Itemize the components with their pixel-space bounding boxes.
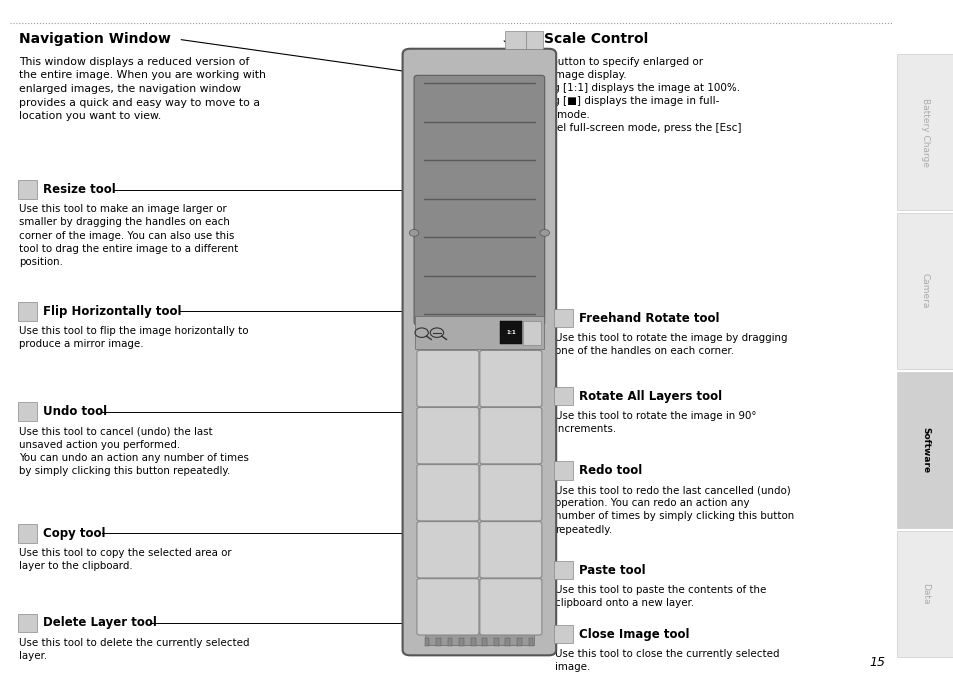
Text: Use this tool to redo the last cancelled (undo)
operation. You can redo an actio: Use this tool to redo the last cancelled… (555, 485, 794, 535)
Circle shape (409, 230, 418, 236)
Bar (424, 632, 534, 645)
Text: Software: Software (920, 427, 929, 473)
Bar (424, 638, 429, 646)
Text: Copy tool: Copy tool (43, 527, 106, 540)
Bar (896, 372, 953, 528)
Text: Use this tool to flip the image horizontally to
produce a mirror image.: Use this tool to flip the image horizont… (19, 326, 249, 349)
Text: Use this tool to paste the contents of the
clipboard onto a new layer.: Use this tool to paste the contents of t… (555, 585, 766, 608)
Bar (896, 54, 953, 210)
Text: Paste tool: Paste tool (578, 563, 645, 577)
Text: Use this tool to delete the currently selected
layer.: Use this tool to delete the currently se… (19, 638, 250, 661)
FancyBboxPatch shape (416, 579, 478, 635)
Text: Close Image tool: Close Image tool (578, 628, 689, 641)
Bar (494, 638, 498, 646)
Text: Undo tool: Undo tool (43, 405, 107, 418)
FancyBboxPatch shape (414, 75, 544, 325)
Bar (517, 638, 521, 646)
Text: Resize tool: Resize tool (43, 183, 115, 196)
Text: Camera: Camera (920, 274, 929, 309)
FancyBboxPatch shape (479, 464, 541, 521)
Text: Use this button to specify enlarged or
reduced image display.
● Clicking [1:1] d: Use this button to specify enlarged or r… (505, 57, 740, 146)
FancyBboxPatch shape (18, 524, 37, 543)
Text: Use this tool to copy the selected area or
layer to the clipboard.: Use this tool to copy the selected area … (19, 548, 232, 571)
Bar (482, 638, 487, 646)
FancyBboxPatch shape (554, 462, 573, 479)
FancyBboxPatch shape (479, 408, 541, 464)
Text: 1:1: 1:1 (509, 37, 520, 42)
Circle shape (539, 230, 549, 236)
Text: Rotate All Layers tool: Rotate All Layers tool (578, 389, 721, 403)
Bar (470, 638, 475, 646)
FancyBboxPatch shape (18, 613, 37, 632)
Text: Delete Layer tool: Delete Layer tool (43, 616, 156, 630)
Text: Use this tool to make an image larger or
smaller by dragging the handles on each: Use this tool to make an image larger or… (19, 204, 238, 267)
Bar (415, 316, 543, 349)
FancyBboxPatch shape (554, 309, 573, 327)
FancyBboxPatch shape (554, 561, 573, 580)
Text: Scale Control: Scale Control (543, 32, 647, 46)
Text: Navigation Window: Navigation Window (19, 32, 171, 46)
Text: Data: Data (920, 584, 929, 605)
FancyBboxPatch shape (416, 351, 478, 407)
Text: Freehand Rotate tool: Freehand Rotate tool (578, 311, 719, 325)
FancyBboxPatch shape (525, 31, 542, 49)
Text: Battery Charge: Battery Charge (920, 97, 929, 167)
FancyBboxPatch shape (522, 320, 540, 345)
FancyBboxPatch shape (479, 351, 541, 407)
Text: Use this tool to close the currently selected
image.: Use this tool to close the currently sel… (555, 649, 779, 672)
FancyBboxPatch shape (479, 579, 541, 635)
FancyBboxPatch shape (416, 464, 478, 521)
Bar (528, 638, 533, 646)
Text: Flip Horizontally tool: Flip Horizontally tool (43, 305, 181, 318)
Text: Redo tool: Redo tool (578, 464, 641, 477)
FancyBboxPatch shape (416, 408, 478, 464)
FancyBboxPatch shape (504, 31, 525, 49)
Bar (458, 638, 463, 646)
Bar (896, 213, 953, 369)
Bar (436, 638, 440, 646)
Text: 1:1: 1:1 (505, 330, 516, 335)
FancyBboxPatch shape (554, 626, 573, 643)
Text: This window displays a reduced version of
the entire image. When you are working: This window displays a reduced version o… (19, 57, 266, 121)
Bar (896, 531, 953, 657)
FancyBboxPatch shape (18, 402, 37, 420)
FancyBboxPatch shape (479, 521, 541, 578)
Bar (499, 321, 521, 344)
Bar (505, 638, 510, 646)
Bar (447, 638, 452, 646)
Text: 15: 15 (868, 656, 884, 669)
Text: Use this tool to rotate the image in 90°
increments.: Use this tool to rotate the image in 90°… (555, 411, 756, 434)
Text: Use this tool to cancel (undo) the last
unsaved action you performed.
You can un: Use this tool to cancel (undo) the last … (19, 427, 249, 476)
FancyBboxPatch shape (554, 387, 573, 405)
FancyBboxPatch shape (416, 521, 478, 578)
FancyBboxPatch shape (18, 180, 37, 199)
FancyBboxPatch shape (402, 49, 556, 655)
Text: Use this tool to rotate the image by dragging
one of the handles on each corner.: Use this tool to rotate the image by dra… (555, 333, 787, 356)
FancyBboxPatch shape (18, 302, 37, 320)
